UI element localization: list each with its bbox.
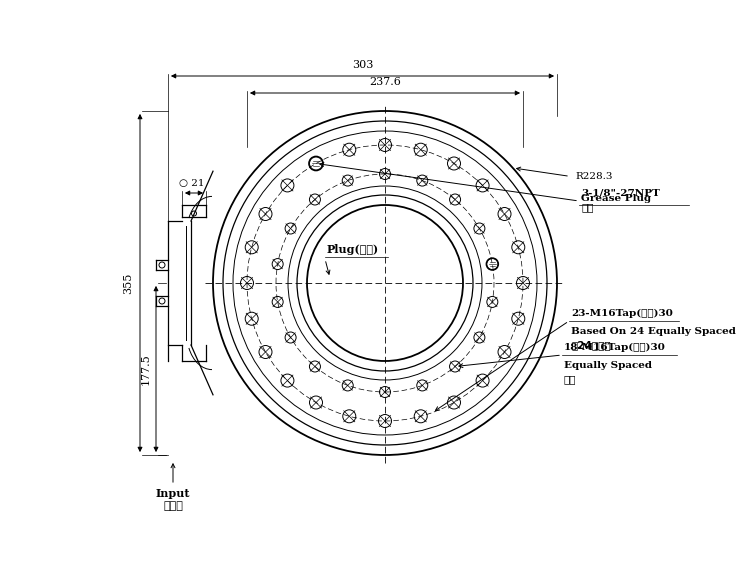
Text: Grease Plug: Grease Plug	[581, 194, 651, 203]
Text: ○ 21: ○ 21	[180, 179, 205, 188]
Text: 303: 303	[352, 60, 373, 70]
Text: Plug(堵塞): Plug(堵塞)	[327, 244, 379, 255]
Text: Based On 24 Equally Spaced: Based On 24 Equally Spaced	[571, 327, 736, 336]
Text: 23-M16Tap(攻深)30: 23-M16Tap(攻深)30	[571, 309, 673, 318]
Text: 均布: 均布	[564, 374, 577, 384]
Text: 18-M16Tap(攻深)30: 18-M16Tap(攻深)30	[564, 343, 666, 352]
Text: 油堵: 油堵	[581, 202, 594, 212]
Text: 戙24孔均布: 戙24孔均布	[571, 340, 611, 350]
Text: 3-1/8"-27NPT: 3-1/8"-27NPT	[581, 188, 660, 197]
Text: 177.5: 177.5	[141, 353, 151, 385]
Text: 237.6: 237.6	[369, 77, 401, 87]
Text: 355: 355	[123, 272, 133, 294]
Text: Input: Input	[156, 488, 190, 499]
Text: 输入端: 输入端	[163, 501, 183, 511]
Text: R228.3: R228.3	[575, 172, 612, 181]
Text: Equally Spaced: Equally Spaced	[564, 361, 652, 370]
